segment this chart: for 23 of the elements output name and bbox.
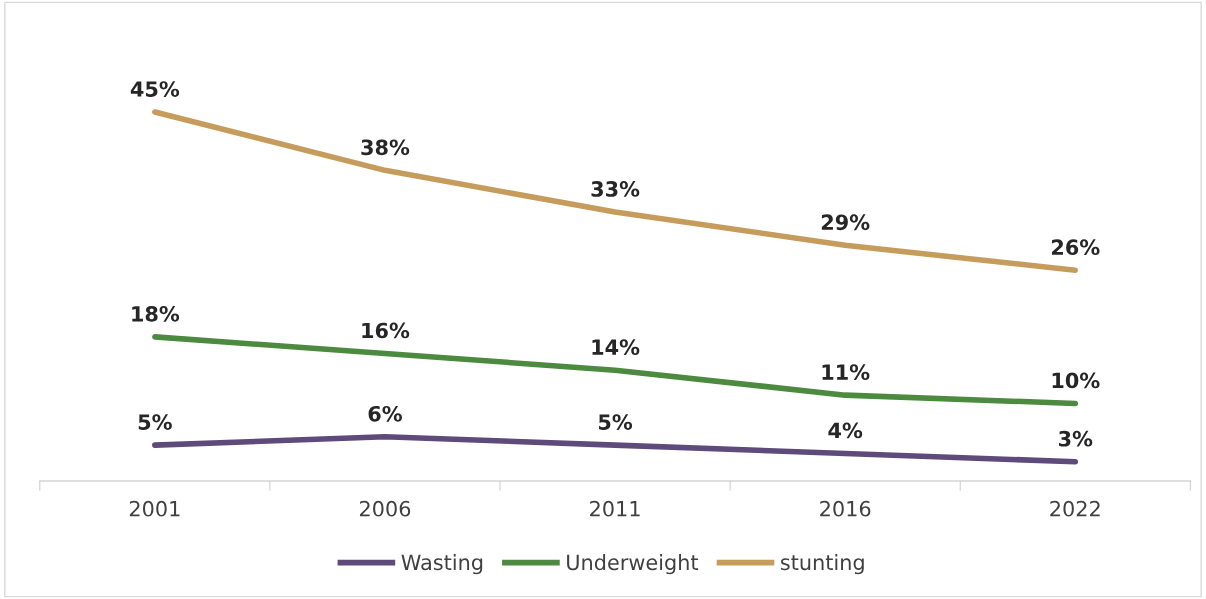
- data-label: 10%: [1052, 372, 1100, 389]
- data-label: 16%: [362, 322, 410, 339]
- x-tick-label: 2011: [590, 500, 640, 517]
- x-tick-label: 2016: [820, 500, 871, 517]
- x-tick-label: 2006: [359, 500, 411, 517]
- x-tick-label: 2001: [129, 500, 180, 517]
- data-label: 5%: [138, 414, 172, 430]
- data-label: 29%: [821, 214, 870, 231]
- data-label: 6%: [368, 405, 402, 422]
- data-label: 45%: [130, 81, 180, 97]
- legend-label: stunting: [780, 554, 864, 575]
- data-label: 11%: [822, 364, 870, 380]
- data-label: 18%: [132, 305, 180, 322]
- data-label: 14%: [592, 339, 640, 356]
- legend-label: Underweight: [567, 554, 699, 575]
- data-label: 26%: [1051, 239, 1100, 256]
- data-label: 4%: [828, 422, 863, 439]
- data-label: 38%: [361, 139, 410, 156]
- data-label: 3%: [1058, 430, 1093, 447]
- x-tick-label: 2022: [1050, 500, 1100, 517]
- data-label: 33%: [591, 181, 640, 197]
- legend-label: Wasting: [401, 554, 483, 575]
- data-label: 5%: [598, 414, 633, 430]
